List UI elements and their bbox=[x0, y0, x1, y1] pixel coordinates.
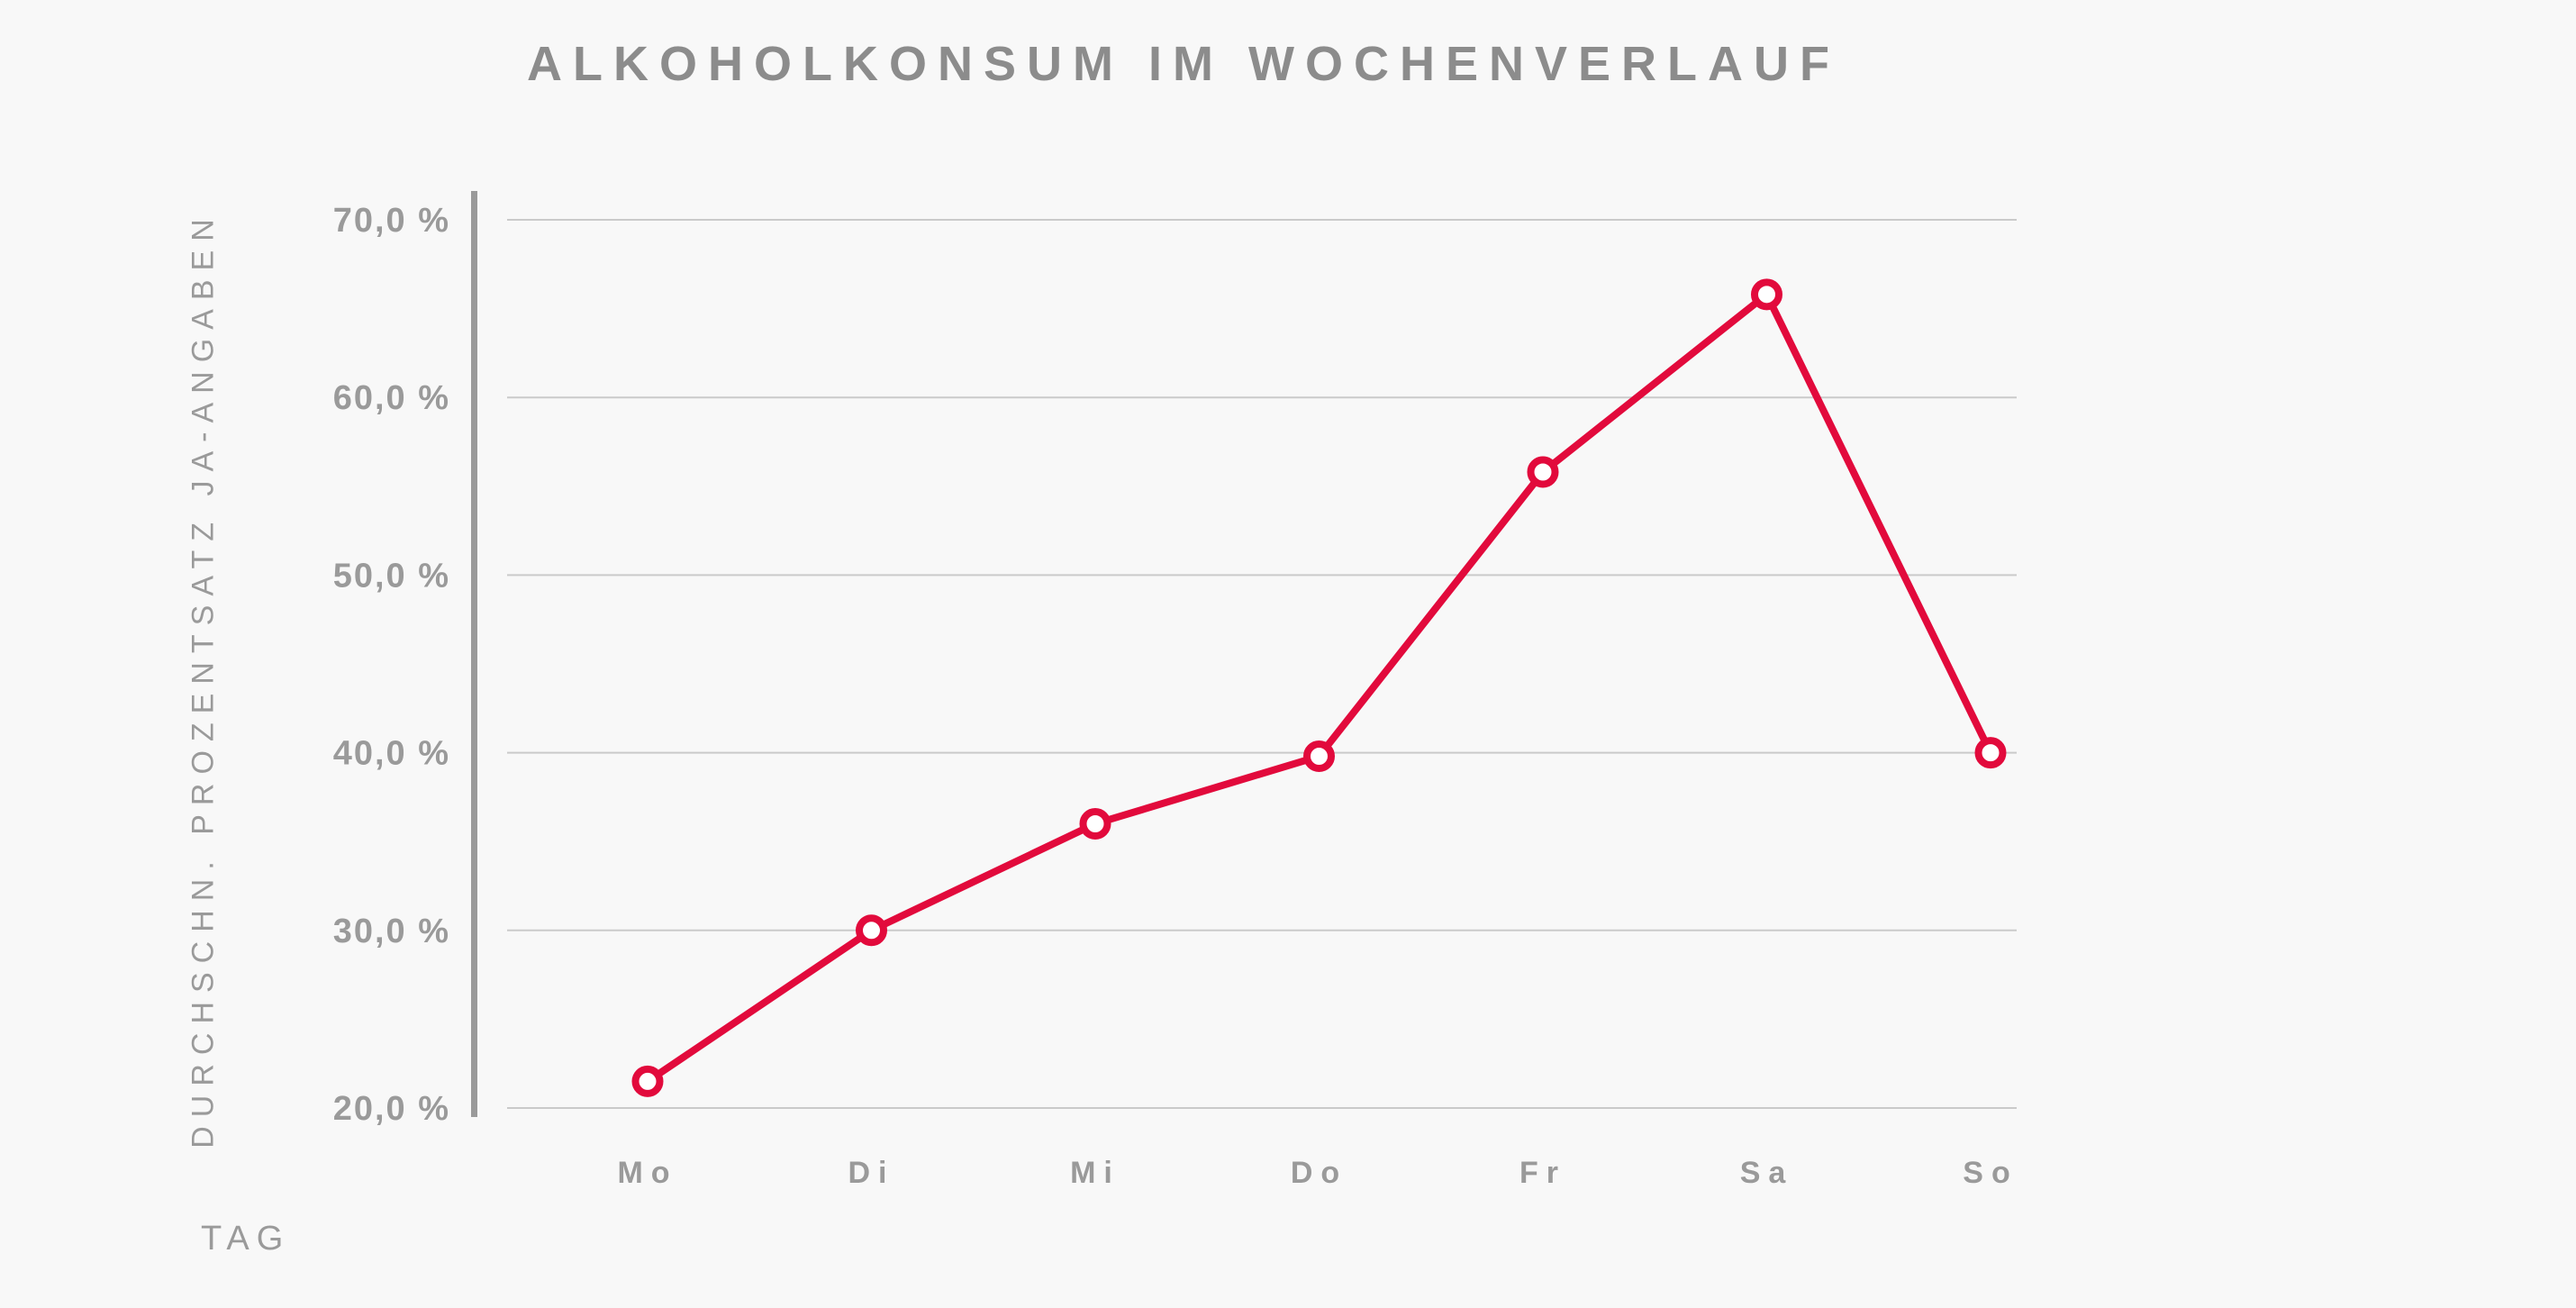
x-tick-label: Fr bbox=[1519, 1156, 1566, 1190]
x-tick-label: Mo bbox=[617, 1156, 677, 1190]
y-tick-label: 50,0 % bbox=[333, 557, 450, 595]
data-point-So bbox=[1974, 737, 2007, 769]
chart-title: ALKOHOLKONSUM IM WOCHENVERLAUF bbox=[527, 37, 1840, 91]
data-point-Fr bbox=[1527, 456, 1559, 488]
x-tick-label: Do bbox=[1291, 1156, 1347, 1190]
x-tick-label: Mi bbox=[1070, 1156, 1120, 1190]
data-line bbox=[644, 290, 1994, 1085]
data-point-Mi bbox=[1079, 807, 1111, 840]
data-point-Do bbox=[1303, 740, 1335, 773]
y-tick-label: 20,0 % bbox=[333, 1090, 450, 1128]
x-tick-label: Sa bbox=[1740, 1156, 1794, 1190]
y-tick-label: 30,0 % bbox=[333, 913, 450, 950]
x-tick-label: So bbox=[1963, 1156, 2018, 1190]
data-point-Sa bbox=[1751, 278, 1782, 311]
y-tick-label: 70,0 % bbox=[333, 202, 450, 240]
data-point-Mo bbox=[631, 1065, 664, 1097]
x-tick-label: Di bbox=[848, 1156, 895, 1190]
x-axis-title: TAG bbox=[201, 1220, 291, 1258]
y-tick-label: 60,0 % bbox=[333, 379, 450, 417]
data-point-Di bbox=[856, 914, 887, 947]
y-axis-line bbox=[471, 191, 477, 1117]
y-tick-label: 40,0 % bbox=[333, 735, 450, 773]
